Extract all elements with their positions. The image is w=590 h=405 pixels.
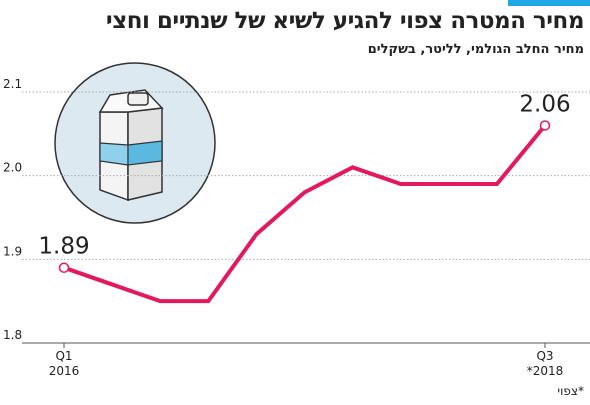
- chart-title: מחיר המטרה צפוי להגיע לשיא של שנתיים וחצ…: [105, 8, 585, 34]
- x-tick-label: Q1 2016: [48, 349, 80, 378]
- value-label: 2.06: [519, 91, 570, 117]
- y-tick-label: 2.0: [3, 161, 22, 175]
- chart-subtitle: מחיר החלב הגולמי, לליטר, בשקלים: [367, 42, 584, 57]
- y-tick-label: 1.9: [3, 244, 22, 258]
- point-marker: [539, 120, 551, 131]
- footnote: *צפוי: [557, 384, 584, 398]
- y-tick-label: 1.8: [3, 328, 22, 342]
- value-label: 1.89: [38, 234, 89, 260]
- point-marker: [58, 262, 70, 273]
- x-tick-label: Q3 *2018: [526, 349, 564, 378]
- accent-bar: [508, 0, 590, 6]
- milk-illustration: [54, 62, 216, 224]
- y-tick-label: 2.1: [3, 77, 22, 91]
- data-line: [63, 124, 547, 304]
